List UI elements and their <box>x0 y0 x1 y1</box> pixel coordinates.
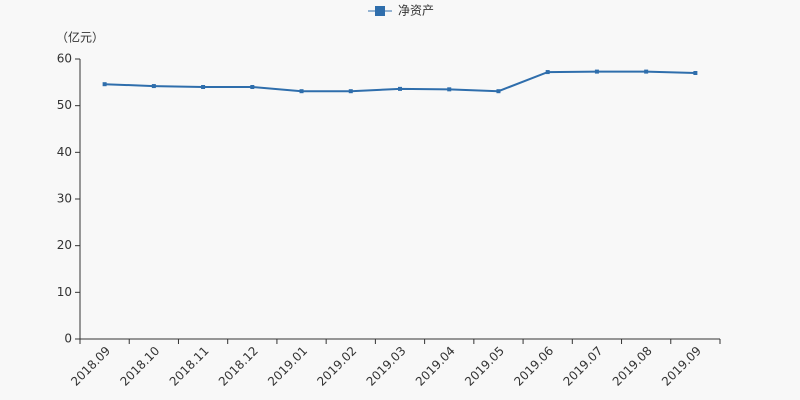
point-marker <box>447 87 452 92</box>
point-marker <box>250 85 255 89</box>
point-marker <box>594 69 599 74</box>
point-marker <box>299 89 304 94</box>
x-tick-label: 2019.08 <box>610 344 655 389</box>
point-marker <box>545 70 550 75</box>
x-tick-label: 2018.09 <box>68 344 113 389</box>
point-marker <box>201 85 206 89</box>
y-tick-label: 30 <box>57 192 72 206</box>
x-tick-label: 2018.12 <box>216 344 261 389</box>
point-marker <box>693 71 698 75</box>
point-marker <box>102 82 107 87</box>
x-tick-label: 2019.03 <box>364 344 409 389</box>
x-tick-label: 2019.06 <box>511 344 556 389</box>
point-marker <box>644 69 649 74</box>
legend-marker <box>375 6 385 16</box>
point-marker <box>496 89 501 94</box>
x-tick-label: 2019.05 <box>462 344 507 389</box>
x-tick-label: 2019.01 <box>265 344 310 389</box>
point-marker <box>348 89 353 94</box>
x-tick-label: 2019.09 <box>659 344 704 389</box>
y-tick-label: 50 <box>57 98 72 112</box>
y-tick-label: 10 <box>57 285 72 299</box>
y-tick-label: 40 <box>57 145 72 159</box>
x-tick-label: 2019.02 <box>314 344 359 389</box>
y-tick-label: 20 <box>57 238 72 252</box>
x-tick-label: 2018.11 <box>167 344 212 389</box>
y-tick-label: 60 <box>57 52 72 66</box>
x-tick-label: 2019.04 <box>413 344 458 389</box>
point-marker <box>398 86 402 91</box>
legend-label: 净资产 <box>398 4 434 18</box>
y-axis-label: （亿元） <box>56 30 104 45</box>
y-tick-label: 0 <box>64 332 72 346</box>
x-tick-label: 2018.10 <box>117 344 162 389</box>
x-tick-label: 2019.07 <box>561 344 606 389</box>
point-marker <box>151 84 156 89</box>
